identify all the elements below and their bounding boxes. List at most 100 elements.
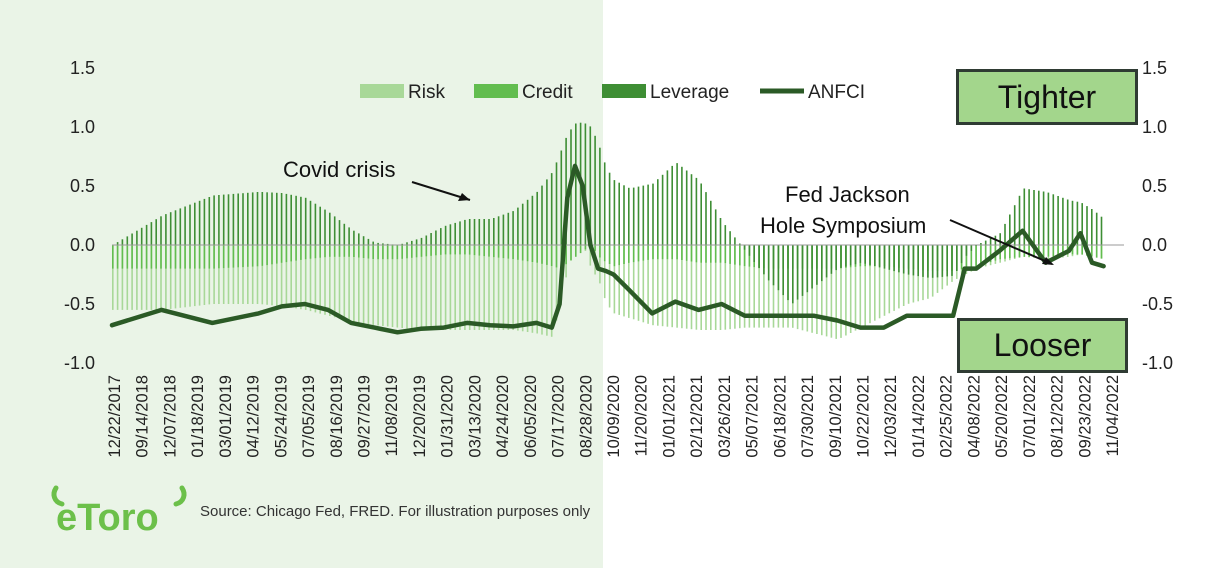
- bar-risk: [160, 245, 162, 310]
- bar-risk: [811, 245, 813, 333]
- bar-leverage: [777, 245, 780, 291]
- y-tick-left: 0.0: [70, 235, 95, 255]
- bar-risk: [478, 245, 481, 330]
- bar-credit: [247, 245, 249, 267]
- bar-leverage: [763, 245, 765, 275]
- bar-leverage: [304, 197, 307, 245]
- bar-risk: [599, 245, 601, 284]
- bar-credit: [695, 245, 698, 263]
- bar-leverage: [772, 245, 775, 286]
- bar-credit: [724, 245, 727, 264]
- bar-leverage: [555, 162, 558, 245]
- bar-leverage: [169, 212, 172, 245]
- x-tick-label: 11/04/2022: [1104, 375, 1122, 456]
- bar-credit: [208, 245, 211, 269]
- bar-credit: [324, 245, 326, 258]
- bar-risk: [507, 245, 510, 330]
- bar-leverage: [550, 173, 553, 245]
- bar-leverage: [526, 199, 529, 245]
- bar-credit: [449, 245, 452, 255]
- bar-credit: [555, 245, 558, 268]
- bar-leverage: [1042, 191, 1045, 245]
- bar-credit: [743, 245, 746, 267]
- bar-credit: [126, 245, 129, 269]
- y-tick-right: 0.5: [1142, 176, 1167, 196]
- annotation-fed-line2: Hole Symposium: [760, 213, 926, 238]
- bar-risk: [425, 245, 428, 330]
- bar-risk: [758, 245, 760, 328]
- x-tick-label: 08/28/2020: [577, 375, 595, 458]
- bar-leverage: [787, 245, 789, 301]
- x-tick-label: 12/20/2019: [411, 375, 429, 458]
- bar-risk: [854, 245, 857, 331]
- bar-risk: [333, 245, 336, 318]
- bar-risk: [266, 245, 268, 305]
- bar-leverage: [719, 218, 722, 245]
- bar-leverage: [1009, 214, 1011, 245]
- bar-risk: [681, 245, 683, 329]
- bar-risk: [613, 245, 616, 314]
- bar-credit: [174, 245, 177, 269]
- bar-leverage: [377, 242, 379, 245]
- bar-leverage: [685, 170, 688, 245]
- bar-series-group: [112, 122, 1103, 339]
- x-tick-label: 09/14/2018: [134, 375, 152, 458]
- bar-leverage: [1076, 201, 1079, 245]
- x-tick-label: 03/13/2020: [466, 375, 484, 458]
- bar-credit: [304, 245, 307, 260]
- bar-credit: [160, 245, 162, 269]
- bar-credit: [165, 245, 167, 269]
- x-tick-label: 05/20/2022: [993, 375, 1011, 458]
- bar-credit: [483, 245, 485, 257]
- bar-credit: [232, 245, 235, 268]
- bar-leverage: [816, 245, 818, 285]
- bar-leverage: [927, 245, 929, 278]
- bar-risk: [700, 245, 702, 330]
- bar-credit: [719, 245, 722, 263]
- bar-leverage: [845, 245, 847, 267]
- x-tick-label: 01/18/2019: [189, 375, 207, 458]
- bar-risk: [150, 245, 153, 310]
- bar-leverage: [714, 209, 717, 245]
- bar-risk: [685, 245, 688, 329]
- y-tick-right: -1.0: [1142, 353, 1173, 373]
- bar-leverage: [468, 219, 471, 245]
- bar-leverage: [425, 235, 428, 245]
- bar-risk: [411, 245, 413, 329]
- bar-risk: [555, 245, 558, 321]
- x-tick-label: 01/14/2022: [910, 375, 928, 458]
- bar-leverage: [1071, 200, 1074, 246]
- bar-leverage: [739, 243, 741, 245]
- bar-credit: [666, 245, 669, 260]
- bar-risk: [358, 245, 360, 323]
- y-tick-right: -0.5: [1142, 294, 1173, 314]
- x-tick-label: 07/30/2021: [799, 375, 817, 458]
- bar-risk: [864, 245, 866, 326]
- bar-risk: [454, 245, 456, 330]
- bar-risk: [145, 245, 148, 310]
- chart-annotations: Covid crisis Fed Jackson Hole Symposium: [283, 157, 1054, 265]
- bar-leverage: [213, 195, 215, 245]
- bar-risk: [898, 245, 900, 309]
- bar-leverage: [1013, 205, 1016, 245]
- bar-leverage: [565, 137, 567, 245]
- bar-credit: [671, 245, 673, 260]
- bar-leverage: [647, 184, 649, 245]
- bar-credit: [541, 245, 543, 264]
- bar-leverage: [1023, 188, 1026, 245]
- x-tick-label: 02/25/2022: [938, 375, 956, 458]
- bar-leverage: [406, 242, 408, 245]
- bar-risk: [189, 245, 191, 307]
- bar-risk: [512, 245, 514, 330]
- bar-leverage: [1057, 196, 1059, 245]
- bar-risk: [671, 245, 673, 328]
- x-tick-label: 09/10/2021: [827, 375, 845, 458]
- bar-credit: [290, 245, 292, 262]
- bar-leverage: [295, 195, 297, 245]
- bar-leverage: [1066, 199, 1069, 245]
- bar-risk: [859, 245, 862, 329]
- bar-leverage: [917, 245, 919, 277]
- bar-leverage: [493, 218, 495, 245]
- bar-leverage: [348, 227, 350, 245]
- bar-risk: [300, 245, 302, 310]
